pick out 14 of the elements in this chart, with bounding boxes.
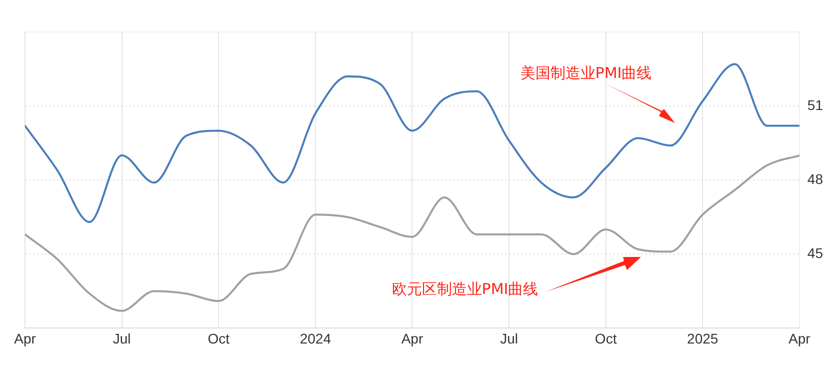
- x-tick-label: Apr: [14, 330, 36, 346]
- x-tick-label: Apr: [401, 330, 424, 346]
- x-tick-label: 2024: [300, 330, 332, 346]
- x-tick-label: Jul: [500, 330, 518, 346]
- x-tick-label: Jul: [112, 330, 131, 346]
- annotation: 欧元区制造业PMI曲线: [392, 280, 538, 298]
- x-tick-label: 2025: [687, 330, 718, 346]
- x-tick-label: Oct: [594, 330, 617, 346]
- y-tick-label: 45: [807, 245, 824, 262]
- annotation: 美国制造业PMI曲线: [520, 64, 652, 82]
- x-tick-label: Oct: [208, 330, 230, 346]
- y-tick-label: 51: [807, 96, 824, 113]
- y-tick-label: 48: [807, 170, 824, 187]
- x-tick-label: Apr: [788, 330, 811, 346]
